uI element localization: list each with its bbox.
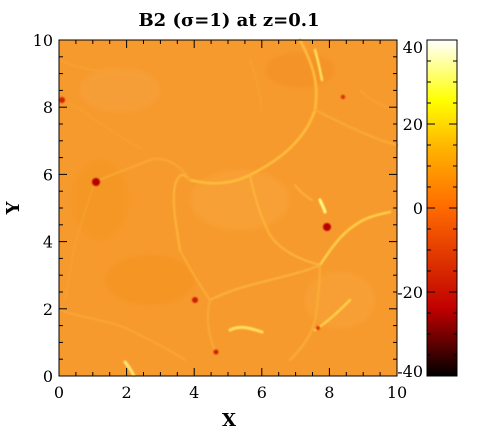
chart-title: B2 (σ=1) at z=0.1: [138, 10, 319, 31]
filament: [207, 299, 216, 351]
dark-spot: [213, 349, 219, 355]
dark-spot: [192, 297, 198, 303]
x-tick-label: 0: [54, 383, 64, 402]
y-axis-label: Y: [3, 200, 24, 215]
dark-spots: [59, 94, 346, 355]
filament: [249, 59, 263, 111]
x-tick-label: 8: [324, 383, 334, 402]
filament: [318, 210, 392, 267]
filament: [94, 157, 191, 183]
filament: [314, 109, 398, 146]
filament: [249, 174, 321, 266]
colorbar-tick-label: -20: [397, 283, 423, 302]
filament: [209, 264, 321, 301]
filament: [179, 249, 211, 301]
filament: [313, 48, 324, 82]
colorbar-tick-label: 0: [413, 199, 423, 218]
dark-spot: [59, 97, 65, 103]
colorbar-tick-label: 20: [403, 115, 423, 134]
y-tick-label: 10: [33, 31, 53, 50]
colorbar-ticks: 40 20 0 -20 -40: [397, 38, 457, 381]
y-tick-label: 4: [43, 233, 53, 252]
filament: [228, 325, 264, 334]
filament: [59, 59, 121, 72]
dark-spot: [340, 94, 346, 100]
colorbar-tick-label: 40: [403, 38, 423, 57]
filament: [359, 89, 396, 111]
filament-structures: [59, 38, 398, 378]
dark-spot: [92, 178, 100, 186]
filament: [294, 184, 313, 201]
colorbar: 40 20 0 -20 -40: [397, 38, 458, 381]
filament: [64, 181, 96, 301]
x-tick-label: 6: [257, 383, 267, 402]
filament: [289, 264, 321, 361]
x-tick-label: 2: [122, 383, 132, 402]
x-tick-label: 4: [189, 383, 199, 402]
x-axis-label: X: [222, 410, 236, 431]
filament: [188, 38, 318, 185]
dark-spot: [323, 223, 331, 231]
x-tick-label: 10: [387, 383, 407, 402]
y-tick-label: 8: [43, 98, 53, 117]
colorbar-tick-label: -40: [397, 362, 423, 381]
axes: 0 2 4 6 8 10 0 2 4 6 8 10: [33, 31, 408, 402]
y-tick-label: 2: [43, 300, 53, 319]
filament: [318, 198, 327, 214]
dark-spot: [316, 326, 320, 330]
filament: [59, 309, 186, 361]
filament: [172, 174, 191, 251]
heatmap-plot-area: [58, 38, 398, 378]
y-tick-label: 0: [43, 367, 53, 386]
filament: [59, 99, 141, 149]
filament: [123, 360, 136, 378]
y-tick-label: 6: [43, 165, 53, 184]
